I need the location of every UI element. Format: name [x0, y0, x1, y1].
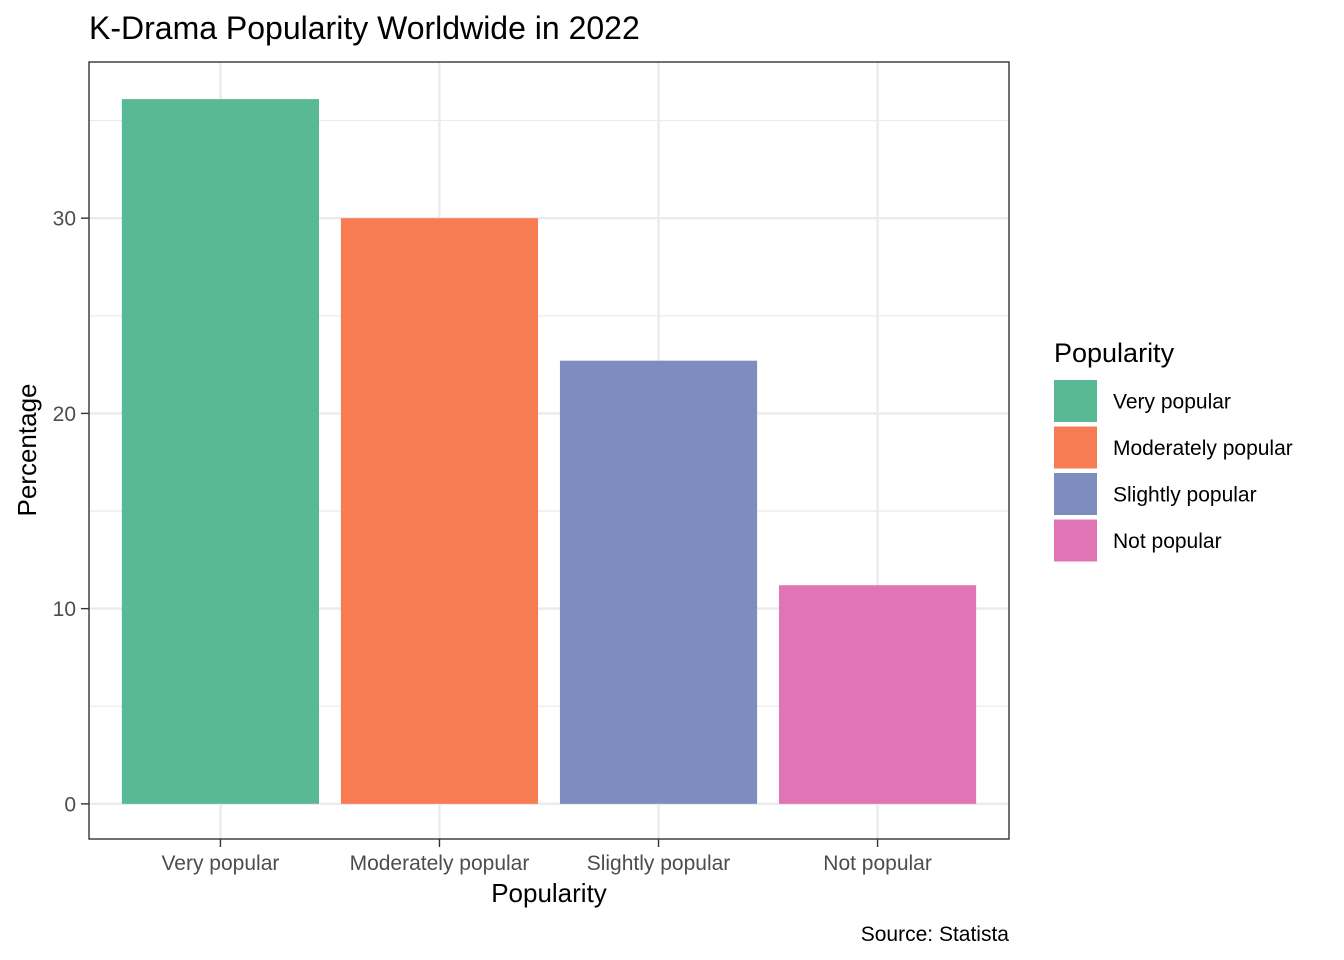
legend-label: Very popular	[1113, 391, 1231, 414]
plot-border	[88, 61, 1010, 840]
legend-key	[1054, 426, 1097, 469]
legend-key	[1054, 473, 1097, 515]
y-tick-label: 20	[53, 403, 76, 426]
x-axis-title: Popularity	[491, 878, 607, 908]
x-tick-label: Moderately popular	[350, 852, 530, 875]
bar-moderately-popular	[340, 218, 539, 804]
x-tick-label: Slightly popular	[587, 852, 731, 875]
legend: Popularity Very popular Moderately popula…	[1054, 338, 1293, 562]
legend-label: Not popular	[1113, 530, 1222, 553]
bars	[121, 99, 977, 804]
bar-slightly-popular	[559, 360, 758, 804]
x-tick-label: Very popular	[161, 852, 279, 875]
x-axis-ticks: Very popular Moderately popular Slightly p…	[161, 839, 932, 875]
caption: Source: Statista	[861, 923, 1010, 946]
bar-very-popular	[121, 99, 319, 804]
y-axis-ticks: 0 10 20 30	[53, 208, 89, 816]
y-tick-label: 30	[53, 208, 76, 231]
bar-not-popular	[779, 585, 977, 804]
y-tick-label: 0	[64, 793, 76, 816]
chart-title: K-Drama Popularity Worldwide in 2022	[89, 10, 640, 46]
y-axis-title: Percentage	[12, 384, 42, 517]
legend-label: Moderately popular	[1113, 437, 1293, 460]
x-tick-label: Not popular	[823, 852, 932, 875]
legend-key	[1054, 519, 1097, 562]
legend-items: Very popular Moderately popular Slightly p…	[1054, 380, 1293, 562]
y-tick-label: 10	[53, 598, 76, 621]
legend-title: Popularity	[1054, 338, 1175, 368]
legend-label: Slightly popular	[1113, 484, 1257, 507]
legend-key	[1054, 380, 1097, 422]
